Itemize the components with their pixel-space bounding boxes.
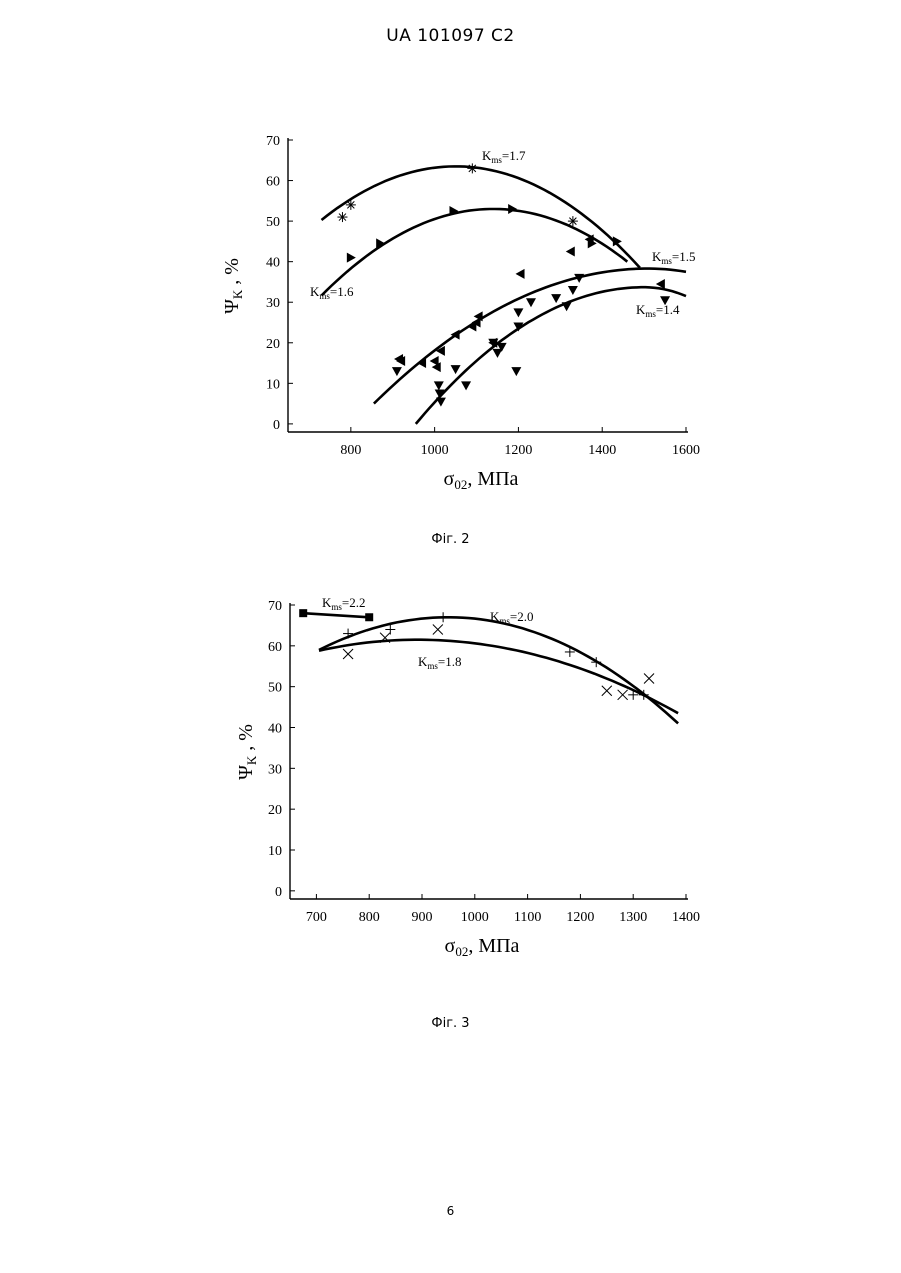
data-point: [513, 308, 523, 317]
x-tick-label: 1400: [672, 910, 700, 925]
y-tick-label: 0: [273, 418, 280, 433]
y-tick-label: 20: [266, 337, 280, 352]
y-tick-label: 50: [266, 215, 280, 230]
x-tick-label: 1000: [421, 443, 449, 458]
series-label: Kms=1.6: [310, 284, 354, 301]
series-kms-1-8: Kms=1.8: [319, 625, 678, 714]
data-point: [451, 365, 461, 374]
data-point: [516, 269, 525, 279]
y-tick-label: 30: [266, 296, 280, 311]
document-header: UA 101097 C2: [0, 26, 901, 46]
data-point: [511, 367, 521, 376]
series-kms-2-0: Kms=2.0: [319, 609, 678, 723]
data-point: [568, 286, 578, 295]
y-tick-label: 50: [268, 681, 282, 696]
data-point: [562, 302, 572, 311]
data-point: [467, 163, 477, 173]
data-point: [337, 212, 347, 222]
data-point: [508, 204, 517, 214]
data-point: [644, 674, 654, 684]
x-tick-label: 1300: [619, 910, 647, 925]
x-tick-label: 800: [340, 443, 361, 458]
x-tick-label: 1200: [504, 443, 532, 458]
data-point: [618, 690, 628, 700]
x-tick-label: 800: [359, 910, 380, 925]
series-kms-2-2: Kms=2.2: [299, 595, 373, 621]
figure-2-caption: Фіг. 2: [0, 532, 901, 547]
data-point: [433, 625, 443, 635]
y-tick-label: 0: [275, 885, 282, 900]
x-tick-label: 1200: [566, 910, 594, 925]
y-tick-label: 60: [268, 640, 282, 655]
data-point: [436, 398, 446, 407]
x-axis-label: σ02, МПа: [444, 468, 519, 492]
y-tick-label: 70: [266, 134, 280, 149]
series-label: Kms=2.0: [490, 609, 534, 626]
y-tick-label: 10: [268, 844, 282, 859]
data-point: [434, 381, 444, 390]
data-point: [551, 294, 561, 303]
series-label: Kms=1.5: [652, 249, 696, 266]
series-kms-1-7: Kms=1.7: [322, 148, 640, 268]
page-number: 6: [0, 1204, 901, 1218]
data-point: [343, 649, 353, 659]
data-point: [526, 298, 536, 307]
data-point: [346, 200, 356, 210]
y-tick-label: 70: [268, 599, 282, 614]
data-point: [566, 247, 575, 257]
x-tick-label: 1600: [672, 443, 700, 458]
y-tick-label: 40: [268, 722, 282, 737]
y-tick-label: 30: [268, 762, 282, 777]
data-point: [347, 253, 356, 263]
fit-curve: [374, 269, 686, 404]
data-point: [461, 381, 471, 390]
fit-curve: [416, 287, 686, 424]
y-tick-label: 40: [266, 256, 280, 271]
series-label: Kms=1.4: [636, 302, 680, 319]
y-axis-label: ΨK , %: [221, 258, 245, 314]
y-axis-label: ΨK , %: [235, 724, 259, 780]
figure-2-chart: 0 10 20 30 40 50 60 70 800 1000 1200 1400 1600 σ02, М…: [0, 120, 901, 520]
data-point: [602, 686, 612, 696]
figure-3-caption: Фіг. 3: [0, 1016, 901, 1031]
x-tick-label: 1400: [588, 443, 616, 458]
x-tick-label: 700: [306, 910, 327, 925]
x-axis-label: σ02, МПа: [445, 935, 520, 959]
x-tick-label: 1100: [514, 910, 541, 925]
fit-curve: [322, 209, 628, 296]
y-tick-label: 20: [268, 803, 282, 818]
data-point: [392, 367, 402, 376]
figure-3-chart: 0 10 20 30 40 50 60 70 700 800 900 1000 1100 1200 1300…: [0, 590, 901, 990]
x-tick-label: 1000: [461, 910, 489, 925]
series-label: Kms=2.2: [322, 595, 366, 612]
x-tick-label: 900: [412, 910, 433, 925]
data-point: [299, 609, 307, 617]
fit-curve: [303, 613, 369, 617]
series-kms-1-6: Kms=1.6: [310, 204, 627, 301]
data-point: [438, 612, 448, 622]
fit-curve: [319, 640, 678, 714]
fit-curve: [319, 617, 678, 723]
y-tick-label: 10: [266, 377, 280, 392]
y-tick-label: 60: [266, 175, 280, 190]
series-label: Kms=1.7: [482, 148, 526, 165]
data-point: [365, 613, 373, 621]
series-label: Kms=1.8: [418, 654, 462, 671]
